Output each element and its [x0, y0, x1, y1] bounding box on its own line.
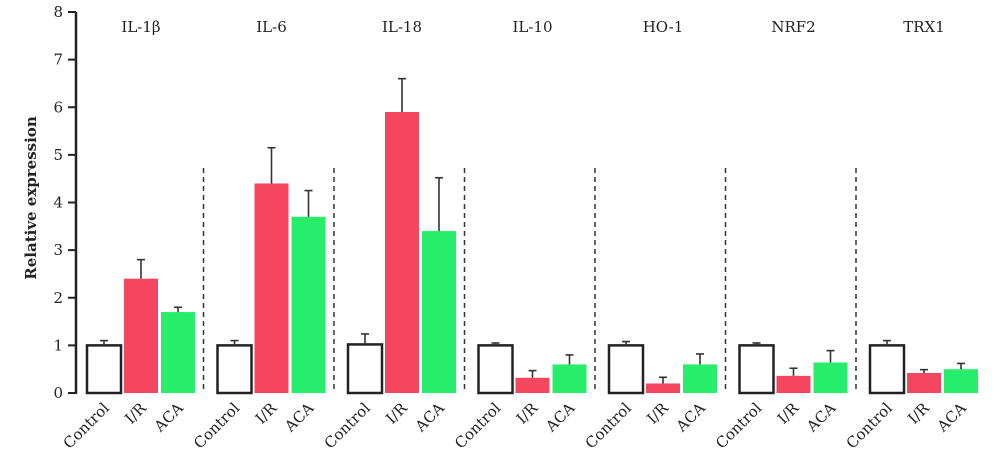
- bar-trx1-aca: [944, 369, 978, 393]
- group-label: HO-1: [643, 18, 684, 36]
- y-tick-label: 0: [53, 384, 63, 402]
- y-tick-label: 5: [53, 146, 63, 164]
- x-tick-label: I/R: [252, 399, 281, 428]
- group-labels: IL-1β IL-6 IL-18 IL-10 HO-1 NRF2 TRX1: [121, 18, 944, 36]
- group-label: IL-18: [382, 18, 422, 36]
- y-axis-label: Relative expression: [22, 116, 40, 280]
- y-tick-label: 8: [53, 3, 63, 21]
- x-tick-label: ACA: [933, 399, 970, 436]
- y-axis: 0 1 2 3 4 5 6 7 8: [53, 3, 78, 402]
- group-separators: [202, 168, 857, 393]
- x-tick-label: Control: [60, 399, 113, 452]
- x-tick-label: I/R: [382, 399, 411, 428]
- bar-il1-ir: [124, 278, 158, 393]
- bar-trx1-ir: [907, 372, 941, 393]
- x-tick-label: ACA: [280, 399, 317, 436]
- y-tick-label: 1: [53, 336, 63, 354]
- bar-trx1-control: [868, 344, 906, 395]
- y-tick-label: 3: [53, 241, 63, 259]
- bar-il1-aca: [161, 312, 195, 393]
- group-label: IL-1β: [121, 18, 160, 36]
- group-label: TRX1: [903, 18, 945, 36]
- x-tick-label: ACA: [541, 399, 578, 436]
- x-tick-label: I/R: [643, 399, 672, 428]
- x-tick-label: I/R: [904, 399, 933, 428]
- bars: [85, 112, 978, 395]
- bar-il1-control: [85, 344, 123, 395]
- x-tick-label: I/R: [513, 399, 542, 428]
- bar-ho1-control: [607, 344, 645, 395]
- y-tick-label: 2: [53, 289, 63, 307]
- bar-il10-control: [477, 344, 514, 395]
- y-tick-label: 6: [53, 98, 63, 116]
- x-tick-label: I/R: [774, 399, 803, 428]
- bar-nrf2-aca: [813, 362, 848, 393]
- bar-il18-ir: [385, 112, 419, 393]
- bar-il6-control: [216, 344, 253, 395]
- group-label: IL-6: [256, 18, 287, 36]
- x-tick-label: Control: [712, 399, 765, 452]
- x-tick-label: I/R: [121, 399, 150, 428]
- bar-il10-ir: [515, 377, 550, 393]
- error-bars: [100, 77, 965, 384]
- bar-il18-control: [346, 343, 384, 395]
- x-tick-label: Control: [582, 399, 635, 452]
- group-label: NRF2: [771, 18, 815, 36]
- bar-nrf2-control: [738, 344, 775, 395]
- x-axis-labels: Control I/R ACA Control I/R ACA Control I/R ACA C…: [60, 399, 970, 453]
- x-tick-label: ACA: [411, 399, 448, 436]
- bar-il10-aca: [552, 364, 587, 393]
- bar-il6-aca: [291, 216, 326, 393]
- x-tick-label: ACA: [802, 399, 839, 436]
- x-tick-label: Control: [843, 399, 896, 452]
- y-tick-label: 7: [53, 51, 63, 69]
- bar-ho1-ir: [646, 383, 680, 393]
- x-tick-label: Control: [451, 399, 504, 452]
- bar-ho1-aca: [683, 364, 717, 393]
- x-tick-label: Control: [321, 399, 374, 452]
- bar-il6-ir: [254, 183, 289, 393]
- x-tick-label: ACA: [672, 399, 709, 436]
- group-label: IL-10: [512, 18, 552, 36]
- bar-nrf2-ir: [776, 375, 811, 393]
- x-tick-label: Control: [190, 399, 243, 452]
- x-tick-label: ACA: [150, 399, 187, 436]
- bar-il18-aca: [422, 231, 456, 393]
- y-tick-label: 4: [53, 194, 63, 212]
